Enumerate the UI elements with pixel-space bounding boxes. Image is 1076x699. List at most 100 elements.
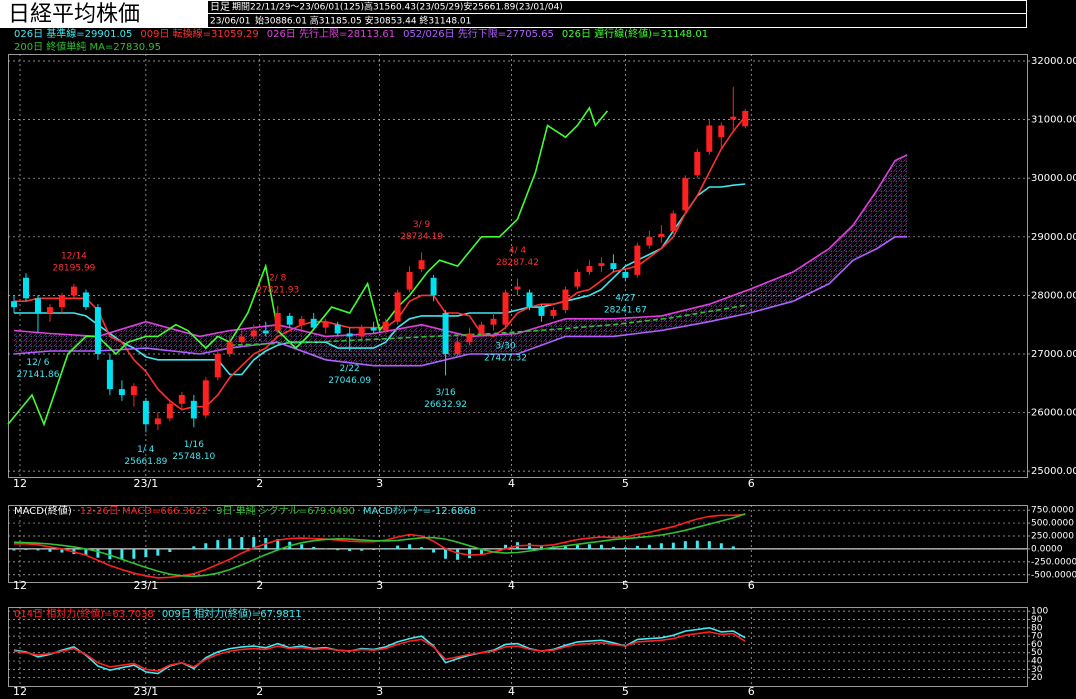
candle-body (610, 263, 617, 270)
y-tick-label: -500.0000 (1031, 570, 1076, 580)
x-tick-label: 5 (622, 477, 629, 490)
annotation-date: 12/14 (61, 251, 87, 261)
annotation-price: 28734.19 (400, 232, 443, 242)
x-tick-label: 4 (508, 685, 515, 698)
histogram-bar (504, 544, 508, 549)
annotation-date: 2/ 8 (269, 273, 287, 283)
y-tick-label: 32000.00 (1031, 56, 1076, 67)
legend-entry: 200日 終値単純 MA=27830.95 (14, 40, 161, 53)
candle-body (310, 318, 317, 328)
histogram-bar (731, 546, 735, 549)
histogram-bar (48, 548, 52, 552)
indicator-line (13, 631, 746, 672)
x-tick-label: 2 (256, 477, 263, 490)
legend-entry: 026日 基準線=29901.05 (14, 27, 132, 40)
candle-body (478, 324, 485, 334)
y-tick-label: 80 (1031, 623, 1043, 633)
histogram-bar (156, 548, 160, 556)
histogram-bar (168, 548, 172, 553)
histogram-bar (671, 542, 675, 549)
x-tick-label: 5 (622, 579, 629, 592)
candle-body (634, 245, 641, 275)
histogram-bar (240, 537, 244, 549)
histogram-bar (348, 548, 352, 551)
histogram-bar (587, 544, 591, 549)
title-box (0, 0, 207, 28)
y-tick-label: -250.0000 (1031, 557, 1076, 567)
candle-body (550, 310, 557, 316)
candle-body (694, 151, 701, 176)
header-row (207, 13, 1027, 28)
y-tick-label: 30000.00 (1031, 173, 1076, 184)
y-tick-label: 70 (1031, 632, 1043, 642)
candle-body (334, 324, 341, 334)
candle-body (34, 298, 41, 313)
candle-body (130, 386, 137, 395)
annotation-price: 27427.32 (484, 353, 527, 363)
annotation-date: 1/16 (184, 440, 204, 450)
candle-body (94, 307, 101, 354)
histogram-bar (108, 548, 112, 560)
candle-body (574, 271, 581, 287)
histogram-bar (575, 544, 579, 549)
candle-body (178, 394, 185, 404)
x-tick-label: 2 (256, 685, 263, 698)
x-tick-label: 6 (748, 685, 755, 698)
candle-body (82, 292, 89, 308)
indicator-line (13, 154, 908, 338)
y-tick-label: 60 (1031, 640, 1043, 650)
histogram-bar (84, 548, 88, 556)
histogram-bar (647, 544, 651, 549)
legend-entry: 009日 相対力(終値)=67.9811 (162, 607, 302, 620)
candle-body (298, 318, 305, 325)
histogram-bar (12, 548, 16, 551)
histogram-bar (480, 548, 484, 555)
histogram-bar (96, 548, 100, 558)
annotation-price: 27141.86 (16, 370, 59, 380)
candle-body (358, 327, 365, 337)
panel-frame (8, 505, 1028, 583)
histogram-bar (396, 545, 400, 549)
candle-body (526, 292, 533, 308)
y-tick-label: 27000.00 (1031, 349, 1076, 360)
histogram-bar (444, 548, 448, 559)
indicator-line (7, 106, 609, 427)
candle-body (346, 333, 353, 337)
candle-body (262, 330, 269, 334)
histogram-bar (408, 544, 412, 549)
candle-body (142, 400, 149, 425)
annotation-price: 28287.42 (496, 258, 539, 268)
panel-frame (8, 607, 1028, 687)
candle-body (58, 295, 65, 308)
candle-body (658, 233, 665, 237)
annotation-date: 4/ 4 (509, 246, 527, 256)
candle-body (742, 110, 749, 127)
histogram-bar (360, 548, 364, 551)
x-tick-label: 12 (13, 579, 27, 592)
candle-body (454, 342, 461, 354)
histogram-bar (132, 548, 136, 559)
histogram-bar (623, 547, 627, 549)
candle-body (646, 236, 653, 246)
candle-body (502, 292, 509, 325)
candle-body (10, 301, 17, 308)
annotation-price: 25748.10 (172, 452, 215, 462)
candle-body (370, 327, 377, 331)
y-tick-label: 30 (1031, 665, 1043, 675)
panel-title: MACD(終値) (14, 504, 72, 517)
x-tick-label: 23/1 (134, 579, 159, 592)
histogram-bar (695, 540, 699, 549)
histogram-bar (204, 543, 208, 549)
histogram-bar (743, 548, 747, 550)
indicator-line (13, 513, 746, 578)
annotation-date: 2/22 (340, 364, 360, 374)
annotation-date: 3/30 (495, 341, 515, 351)
y-tick-label: 40 (1031, 657, 1043, 667)
histogram-bar (659, 543, 663, 549)
candle-body (202, 380, 209, 416)
x-tick-label: 23/1 (134, 477, 159, 490)
histogram-bar (312, 546, 316, 549)
x-tick-label: 3 (376, 477, 383, 490)
